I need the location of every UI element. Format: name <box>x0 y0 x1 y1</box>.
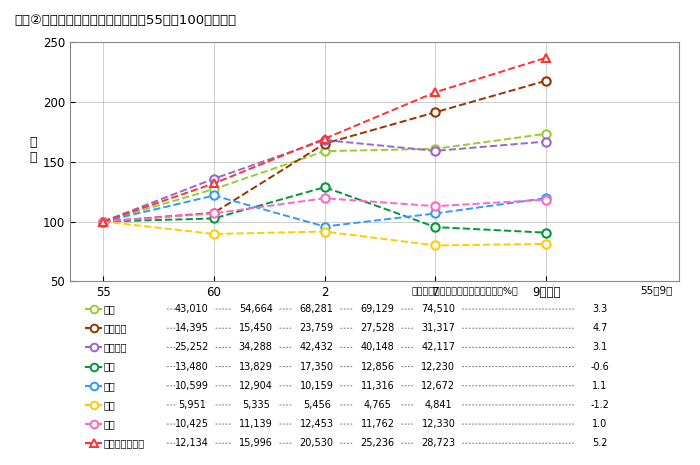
Text: 1.1: 1.1 <box>592 381 608 391</box>
Text: -1.2: -1.2 <box>590 400 609 410</box>
Text: 27,528: 27,528 <box>360 323 395 333</box>
Text: 11,139: 11,139 <box>239 419 272 429</box>
Text: 4.7: 4.7 <box>592 323 608 333</box>
Text: 14,395: 14,395 <box>175 323 209 333</box>
Text: 43,010: 43,010 <box>175 304 209 314</box>
Text: 12,134: 12,134 <box>175 438 209 448</box>
Y-axis label: 指
数: 指 数 <box>29 136 37 164</box>
Text: -0.6: -0.6 <box>591 362 609 372</box>
Text: 10,159: 10,159 <box>300 381 334 391</box>
Text: 10,425: 10,425 <box>175 419 209 429</box>
Text: 電気機械: 電気機械 <box>104 323 127 333</box>
Text: 23,759: 23,759 <box>300 323 334 333</box>
Text: 40,148: 40,148 <box>360 342 394 352</box>
Text: 31,317: 31,317 <box>421 323 456 333</box>
Text: 図表②　産業別労働生産性の比較（55年を100とする）: 図表② 産業別労働生産性の比較（55年を100とする） <box>14 14 236 27</box>
Text: 20,530: 20,530 <box>300 438 334 448</box>
Text: 12,856: 12,856 <box>360 362 395 372</box>
Text: 輸送機械: 輸送機械 <box>104 342 127 352</box>
Text: 15,450: 15,450 <box>239 323 273 333</box>
Text: 54,664: 54,664 <box>239 304 273 314</box>
Text: 10,599: 10,599 <box>175 381 209 391</box>
Text: 卸売: 卸売 <box>104 381 116 391</box>
Text: 3.3: 3.3 <box>592 304 608 314</box>
Text: 4,841: 4,841 <box>425 400 452 410</box>
Text: 建設: 建設 <box>104 362 116 372</box>
Text: 17,350: 17,350 <box>300 362 334 372</box>
Text: 5.2: 5.2 <box>592 438 608 448</box>
Text: 42,432: 42,432 <box>300 342 334 352</box>
Text: （単位：千円／人）年平均成長率（%）: （単位：千円／人）年平均成長率（%） <box>411 287 518 296</box>
Text: 68,281: 68,281 <box>300 304 334 314</box>
Text: 74,510: 74,510 <box>421 304 456 314</box>
Text: 13,480: 13,480 <box>175 362 209 372</box>
Text: 25,252: 25,252 <box>174 342 209 352</box>
Text: 11,316: 11,316 <box>360 381 394 391</box>
Text: 15,996: 15,996 <box>239 438 273 448</box>
Text: 小売: 小売 <box>104 400 116 410</box>
Text: 12,672: 12,672 <box>421 381 456 391</box>
Text: 34,288: 34,288 <box>239 342 273 352</box>
Text: 25,236: 25,236 <box>360 438 395 448</box>
Text: 55～9年: 55～9年 <box>640 285 673 295</box>
Text: 4,765: 4,765 <box>363 400 391 410</box>
Text: 42,117: 42,117 <box>421 342 456 352</box>
Text: 5,456: 5,456 <box>302 400 330 410</box>
Text: 12,230: 12,230 <box>421 362 456 372</box>
Text: 13,829: 13,829 <box>239 362 273 372</box>
Text: 1.0: 1.0 <box>592 419 608 429</box>
Text: 12,904: 12,904 <box>239 381 273 391</box>
Text: 11,762: 11,762 <box>360 419 395 429</box>
Text: 12,330: 12,330 <box>421 419 456 429</box>
Text: 5,951: 5,951 <box>178 400 206 410</box>
Text: 鉄鋼: 鉄鋼 <box>104 304 116 314</box>
Text: 12,453: 12,453 <box>300 419 334 429</box>
Text: 28,723: 28,723 <box>421 438 456 448</box>
Text: 3.1: 3.1 <box>592 342 608 352</box>
Text: 69,129: 69,129 <box>360 304 395 314</box>
Text: 5,335: 5,335 <box>241 400 270 410</box>
Text: 運輸: 運輸 <box>104 419 116 429</box>
Text: 情報通信産業計: 情報通信産業計 <box>104 438 145 448</box>
